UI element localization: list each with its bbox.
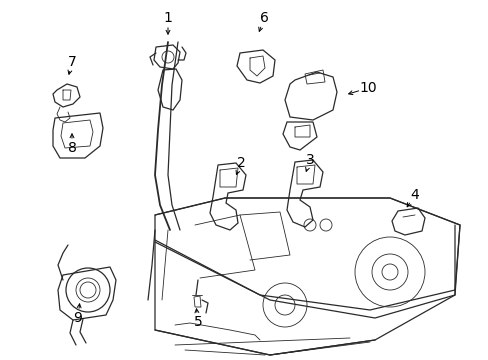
- Text: 1: 1: [163, 11, 172, 25]
- Text: 8: 8: [67, 141, 76, 155]
- Text: 5: 5: [193, 315, 202, 329]
- Text: 2: 2: [236, 156, 245, 170]
- Text: 3: 3: [305, 153, 314, 167]
- Text: 7: 7: [67, 55, 76, 69]
- Text: 10: 10: [359, 81, 376, 95]
- Text: 9: 9: [73, 311, 82, 325]
- Text: 6: 6: [259, 11, 268, 25]
- Text: 4: 4: [410, 188, 419, 202]
